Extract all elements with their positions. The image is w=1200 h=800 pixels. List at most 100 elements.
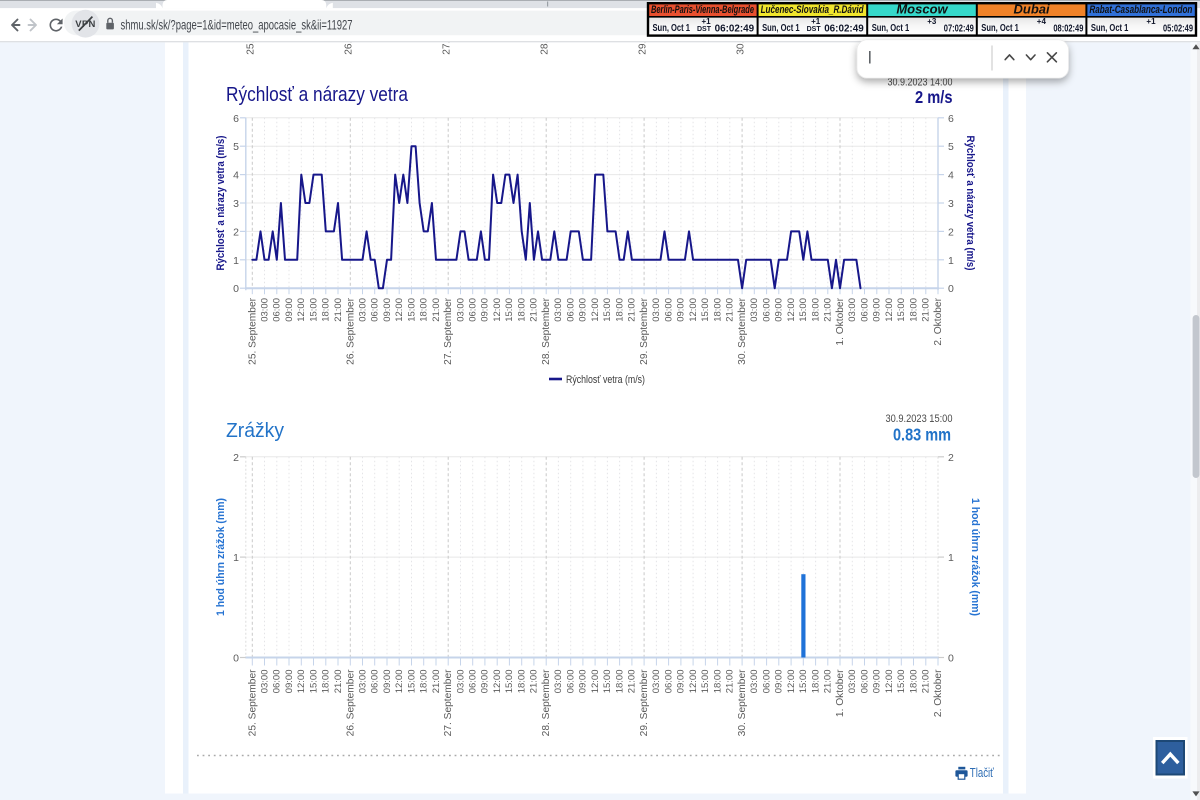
svg-text:12:00: 12:00 <box>590 298 601 322</box>
svg-text:+1: +1 <box>811 17 821 26</box>
svg-text:1: 1 <box>233 552 239 564</box>
svg-text:18:00: 18:00 <box>517 298 528 322</box>
svg-text:18:00: 18:00 <box>419 298 430 322</box>
svg-text:05:02:49: 05:02:49 <box>1163 22 1193 34</box>
svg-text:09:00: 09:00 <box>872 298 883 322</box>
svg-text:15:00: 15:00 <box>896 298 907 322</box>
svg-text:2. Oktober: 2. Oktober <box>933 669 944 717</box>
svg-text:1: 1 <box>948 552 954 564</box>
svg-text:0: 0 <box>948 653 954 665</box>
svg-text:12:00: 12:00 <box>492 670 503 694</box>
svg-text:0: 0 <box>948 283 954 295</box>
svg-text:Tlačiť: Tlačiť <box>970 765 994 780</box>
svg-text:09:00: 09:00 <box>480 670 491 694</box>
svg-text:29. September: 29. September <box>637 0 648 55</box>
svg-text:2: 2 <box>948 226 954 238</box>
svg-text:09:00: 09:00 <box>284 670 295 694</box>
svg-text:15:00: 15:00 <box>798 670 809 694</box>
svg-text:03:00: 03:00 <box>357 670 368 694</box>
svg-text:06:00: 06:00 <box>566 670 577 694</box>
svg-text:Dubai: Dubai <box>1014 1 1051 16</box>
svg-text:21:00: 21:00 <box>627 670 638 694</box>
svg-text:27. September: 27. September <box>441 0 452 55</box>
svg-text:1. Oktober: 1. Oktober <box>835 297 846 345</box>
svg-text:4: 4 <box>948 170 954 182</box>
svg-text:18:00: 18:00 <box>517 670 528 694</box>
svg-text:18:00: 18:00 <box>321 298 332 322</box>
svg-text:06:00: 06:00 <box>663 670 674 694</box>
svg-text:03:00: 03:00 <box>553 298 564 322</box>
svg-text:1 hod úhrn zrážok (mm): 1 hod úhrn zrážok (mm) <box>215 498 227 616</box>
svg-text:28. September: 28. September <box>541 669 552 736</box>
svg-text:28. September: 28. September <box>539 0 550 55</box>
svg-text:2: 2 <box>948 452 954 464</box>
svg-text:Rýchlosť vetra (m/s): Rýchlosť vetra (m/s) <box>566 374 645 386</box>
svg-text:09:00: 09:00 <box>872 670 883 694</box>
svg-text:09:00: 09:00 <box>676 298 687 322</box>
svg-text:03:00: 03:00 <box>259 670 270 694</box>
svg-text:27. September: 27. September <box>443 297 454 364</box>
svg-text:Zrážky: Zrážky <box>226 419 285 442</box>
svg-text:21:00: 21:00 <box>725 298 736 322</box>
svg-text:Sun, Oct 1: Sun, Oct 1 <box>762 22 800 34</box>
svg-text:Sun, Oct 1: Sun, Oct 1 <box>1091 22 1129 34</box>
svg-text:03:00: 03:00 <box>651 298 662 322</box>
svg-text:6: 6 <box>948 113 954 125</box>
svg-text:30. September: 30. September <box>735 0 746 55</box>
svg-text:1: 1 <box>233 255 239 267</box>
svg-text:2: 2 <box>233 226 239 238</box>
svg-text:09:00: 09:00 <box>382 670 393 694</box>
svg-text:21:00: 21:00 <box>921 670 932 694</box>
svg-text:Rýchlosť a nárazy vetra (m/s): Rýchlosť a nárazy vetra (m/s) <box>215 135 227 270</box>
svg-text:Sun, Oct 1: Sun, Oct 1 <box>872 22 910 34</box>
svg-text:09:00: 09:00 <box>676 670 687 694</box>
svg-text:+3: +3 <box>927 17 937 26</box>
svg-text:25. September: 25. September <box>247 669 258 736</box>
svg-text:06:00: 06:00 <box>859 298 870 322</box>
svg-text:15:00: 15:00 <box>308 298 319 322</box>
svg-text:12:00: 12:00 <box>786 670 797 694</box>
svg-text:09:00: 09:00 <box>774 670 785 694</box>
svg-text:15:00: 15:00 <box>406 670 417 694</box>
svg-text:12:00: 12:00 <box>492 298 503 322</box>
svg-text:03:00: 03:00 <box>651 670 662 694</box>
svg-text:18:00: 18:00 <box>419 670 430 694</box>
svg-text:06:00: 06:00 <box>566 298 577 322</box>
svg-text:25. September: 25. September <box>246 0 257 55</box>
svg-text:06:00: 06:00 <box>663 298 674 322</box>
svg-text:5: 5 <box>233 141 239 153</box>
svg-text:+4: +4 <box>1037 17 1047 26</box>
svg-text:12:00: 12:00 <box>688 670 699 694</box>
svg-text:DST: DST <box>807 26 822 33</box>
svg-text:12:00: 12:00 <box>394 298 405 322</box>
svg-text:0.83 mm: 0.83 mm <box>893 425 951 445</box>
svg-text:18:00: 18:00 <box>321 670 332 694</box>
svg-text:18:00: 18:00 <box>810 298 821 322</box>
svg-text:2 m/s: 2 m/s <box>915 87 953 107</box>
svg-text:03:00: 03:00 <box>553 670 564 694</box>
svg-text:21:00: 21:00 <box>921 298 932 322</box>
svg-text:06:00: 06:00 <box>370 298 381 322</box>
svg-text:15:00: 15:00 <box>602 670 613 694</box>
svg-text:5: 5 <box>948 141 954 153</box>
svg-text:Sun, Oct 1: Sun, Oct 1 <box>981 22 1019 34</box>
svg-text:03:00: 03:00 <box>455 298 466 322</box>
svg-text:18:00: 18:00 <box>908 298 919 322</box>
svg-text:06:02:49: 06:02:49 <box>824 22 864 34</box>
svg-text:0: 0 <box>233 653 239 665</box>
svg-text:Lučenec-Slovakia_R.Dávid: Lučenec-Slovakia_R.Dávid <box>761 4 864 16</box>
svg-text:15:00: 15:00 <box>700 670 711 694</box>
svg-text:15:00: 15:00 <box>504 298 515 322</box>
svg-text:15:00: 15:00 <box>504 670 515 694</box>
svg-text:3: 3 <box>948 198 954 210</box>
svg-text:08:02:49: 08:02:49 <box>1053 22 1083 34</box>
svg-text:18:00: 18:00 <box>908 670 919 694</box>
svg-text:30.9.2023 15:00: 30.9.2023 15:00 <box>886 413 953 425</box>
svg-text:12:00: 12:00 <box>688 298 699 322</box>
svg-text:03:00: 03:00 <box>847 670 858 694</box>
svg-text:03:00: 03:00 <box>455 670 466 694</box>
svg-text:26. September: 26. September <box>345 297 356 364</box>
svg-text:06:00: 06:00 <box>468 298 479 322</box>
svg-text:Moscow: Moscow <box>896 1 948 16</box>
svg-text:15:00: 15:00 <box>308 670 319 694</box>
